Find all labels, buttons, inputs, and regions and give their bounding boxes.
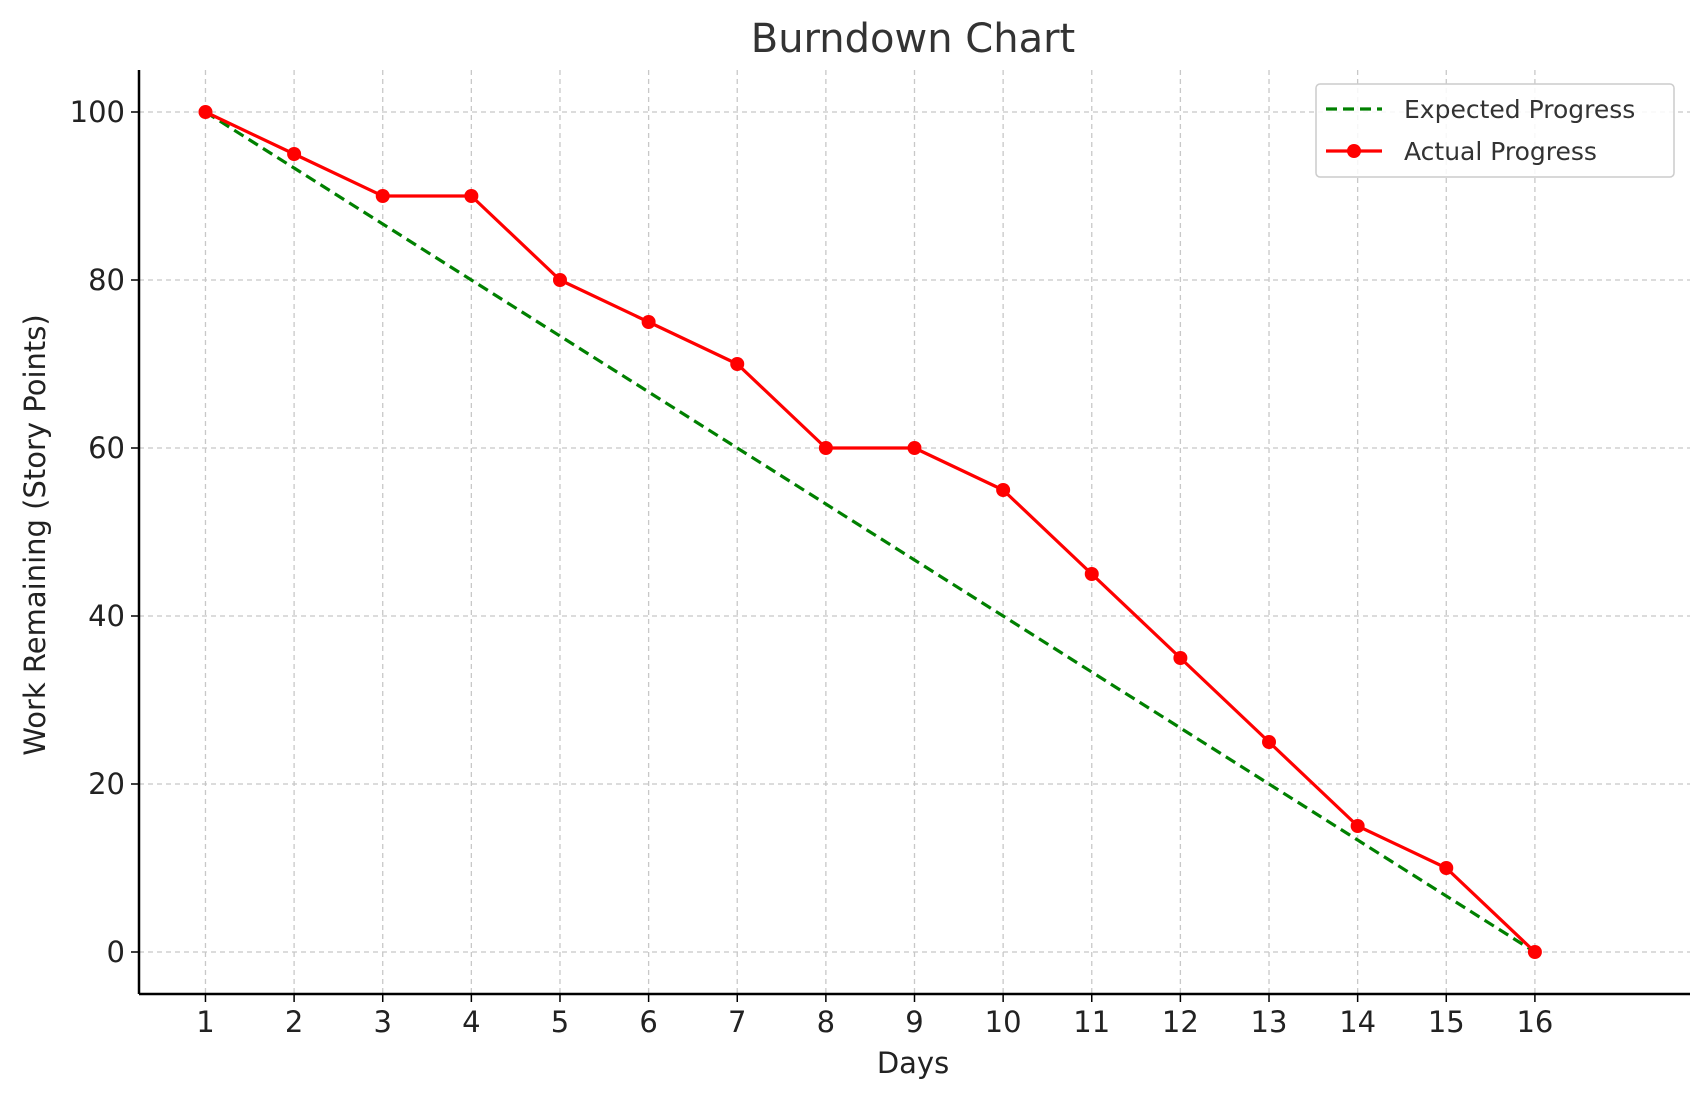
y-tick-label: 100: [70, 95, 125, 129]
x-tick-label: 1: [196, 1005, 214, 1039]
legend-marker: [1347, 144, 1361, 158]
data-point: [818, 441, 833, 455]
data-point: [907, 441, 922, 455]
x-tick-label: 5: [551, 1005, 569, 1039]
x-axis-title: Days: [877, 1046, 949, 1080]
legend-box: [1315, 83, 1675, 178]
data-point: [198, 105, 213, 119]
y-tick-label: 20: [88, 767, 125, 801]
x-tick-label: 8: [817, 1005, 835, 1039]
x-tick-label: 16: [1516, 1005, 1553, 1039]
data-point: [730, 357, 745, 371]
y-tick-label: 0: [107, 935, 125, 969]
data-point: [375, 189, 390, 203]
data-point: [464, 189, 479, 203]
y-tick-label: 60: [88, 431, 125, 465]
data-point: [552, 273, 567, 287]
data-point: [287, 147, 302, 161]
x-tick-label: 3: [374, 1005, 392, 1039]
x-tick-label: 2: [285, 1005, 303, 1039]
data-point: [996, 483, 1011, 497]
data-point: [1527, 945, 1542, 959]
x-tick-label: 11: [1073, 1005, 1110, 1039]
x-tick-label: 14: [1339, 1005, 1376, 1039]
legend: Expected Progress Actual Progress: [1315, 83, 1675, 178]
plot-area: [198, 105, 1542, 959]
x-tick-label: 13: [1251, 1005, 1288, 1039]
data-point: [1439, 861, 1454, 875]
y-tick-label: 80: [88, 263, 125, 297]
data-point: [1173, 651, 1188, 665]
x-tick-label: 7: [728, 1005, 746, 1039]
series-actual-progress: [198, 105, 1542, 959]
data-point: [1350, 819, 1365, 833]
series-line: [204, 110, 1537, 954]
x-tick-label: 15: [1428, 1005, 1465, 1039]
legend-label: Actual Progress: [1404, 137, 1597, 166]
x-tick-label: 12: [1162, 1005, 1199, 1039]
x-tick-label: 10: [985, 1005, 1022, 1039]
series-line: [204, 110, 1536, 954]
data-point: [641, 315, 656, 329]
x-tick-label: 6: [639, 1005, 657, 1039]
y-axis-title: Work Remaining (Story Points): [18, 314, 52, 755]
series-expected-progress: [204, 110, 1536, 954]
y-tick-label: 40: [88, 599, 125, 633]
data-point: [1262, 735, 1277, 749]
x-tick-label: 4: [462, 1005, 480, 1039]
x-tick-label: 9: [905, 1005, 923, 1039]
legend-label: Expected Progress: [1404, 95, 1635, 124]
chart-title: Burndown Chart: [751, 16, 1075, 62]
data-point: [1084, 567, 1099, 581]
